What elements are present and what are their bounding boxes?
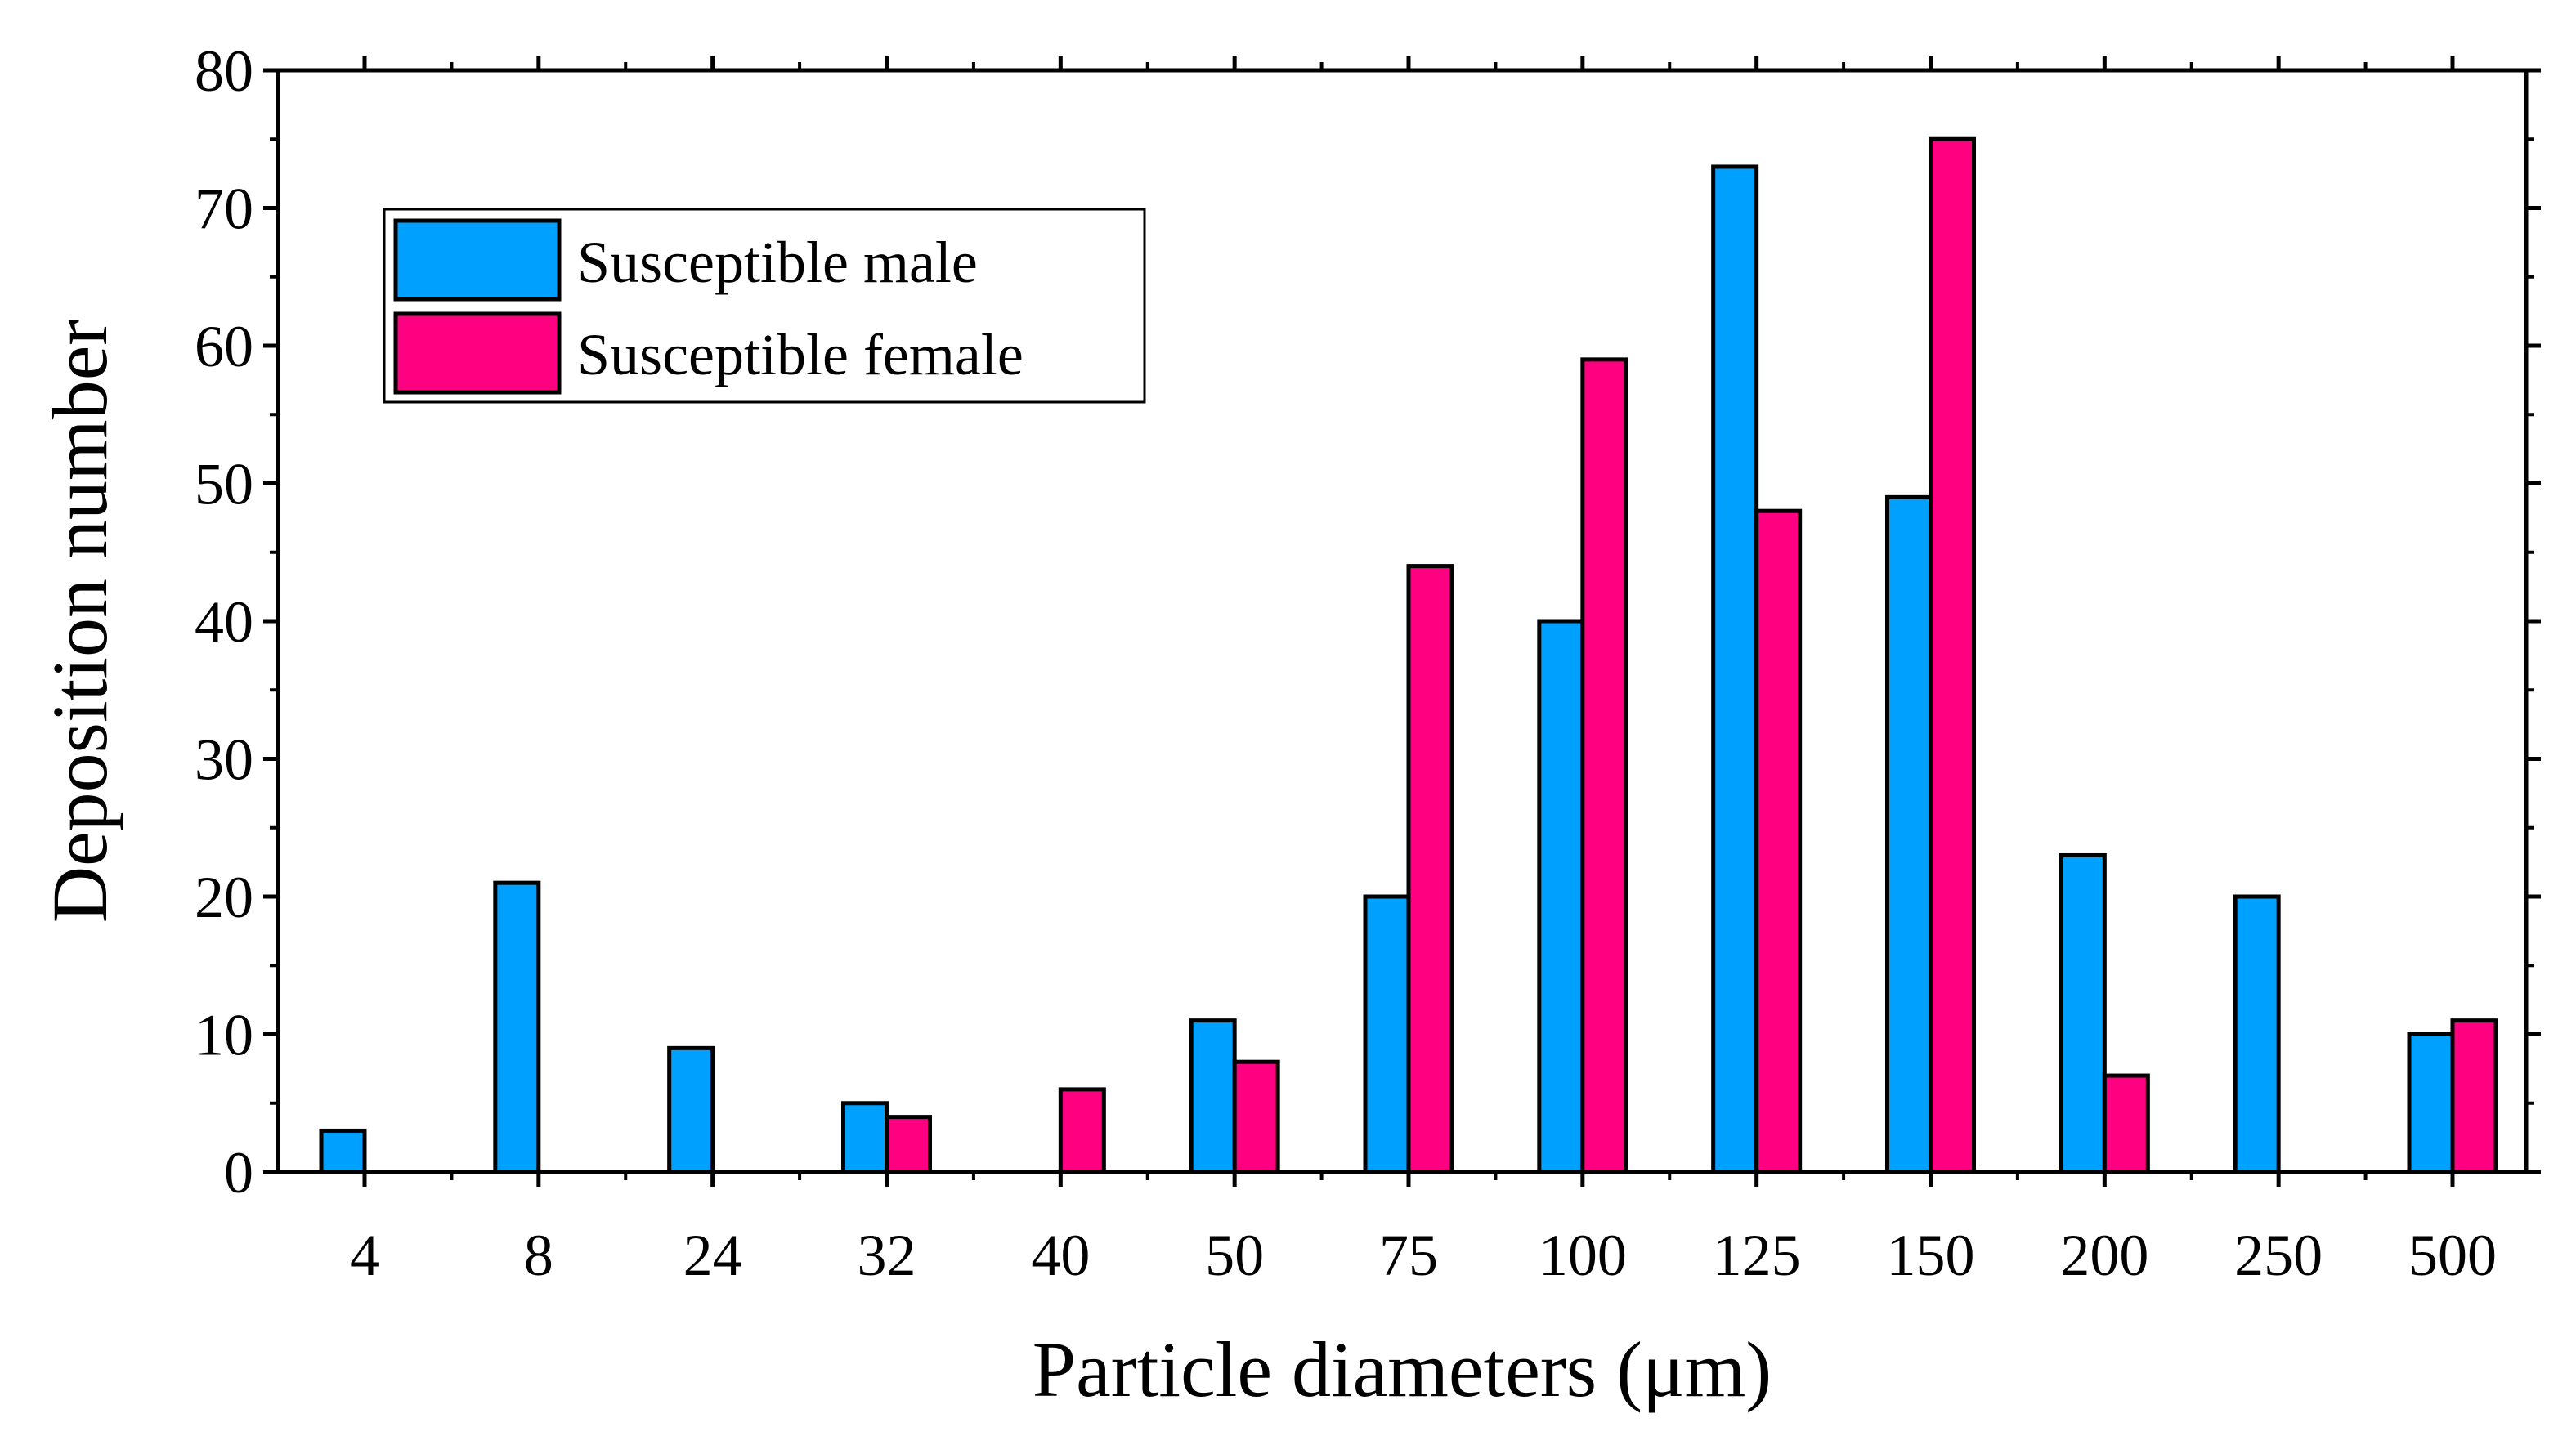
y-axis-title: Deposition number <box>36 320 123 924</box>
x-tick-label-250: 250 <box>2234 1223 2323 1288</box>
x-tick-label-100: 100 <box>1539 1223 1627 1288</box>
bar-male-200 <box>2059 852 2107 1174</box>
x-tick-label-40: 40 <box>1031 1223 1090 1288</box>
y-tick-label-30: 30 <box>195 727 253 793</box>
x-tick-label-75: 75 <box>1379 1223 1438 1288</box>
bar-female-75 <box>1406 564 1454 1174</box>
x-tick-labels: 4 8 24 32 40 50 75 100 125 150 200 250 500 <box>350 1223 2497 1288</box>
bar-female-100 <box>1580 357 1628 1174</box>
bar-female-150 <box>1929 136 1976 1174</box>
x-tick-label-200: 200 <box>2060 1223 2148 1288</box>
y-tick-label-50: 50 <box>195 452 253 517</box>
x-tick-label-500: 500 <box>2408 1223 2497 1288</box>
x-tick-label-125: 125 <box>1713 1223 1801 1288</box>
x-axis-title: Particle diameters (μm) <box>1033 1326 1772 1413</box>
x-tick-label-32: 32 <box>858 1223 916 1288</box>
bar-male-100 <box>1537 619 1585 1174</box>
bar-male-150 <box>1885 494 1933 1174</box>
legend-label-female: Susceptible female <box>577 322 1024 387</box>
bar-male-4 <box>319 1128 367 1174</box>
bar-female-50 <box>1232 1059 1280 1174</box>
bar-male-50 <box>1189 1018 1237 1174</box>
y-tick-label-80: 80 <box>195 38 253 104</box>
legend: Susceptible male Susceptible female <box>383 208 1146 404</box>
ticks-group <box>263 56 2541 1187</box>
x-tick-label-24: 24 <box>683 1223 742 1288</box>
bar-female-32 <box>885 1115 932 1174</box>
legend-swatch-male <box>393 218 562 302</box>
x-tick-label-50: 50 <box>1205 1223 1264 1288</box>
x-tick-label-4: 4 <box>350 1223 379 1288</box>
x-tick-label-150: 150 <box>1887 1223 1975 1288</box>
y-tick-label-20: 20 <box>195 865 253 930</box>
y-tick-label-0: 0 <box>224 1140 253 1206</box>
plot-frame <box>276 68 2529 1174</box>
bar-female-125 <box>1754 508 1803 1174</box>
bar-male-75 <box>1363 894 1411 1174</box>
bar-female-40 <box>1058 1087 1106 1174</box>
y-tick-label-40: 40 <box>195 589 253 655</box>
y-tick-label-60: 60 <box>195 314 253 379</box>
legend-label-male: Susceptible male <box>577 230 978 295</box>
y-tick-labels: 0 10 20 30 40 50 60 70 80 <box>195 38 253 1206</box>
legend-swatch-female <box>393 311 562 395</box>
y-tick-label-70: 70 <box>195 177 253 242</box>
y-tick-label-10: 10 <box>195 1003 253 1068</box>
x-tick-label-8: 8 <box>524 1223 553 1288</box>
bar-male-8 <box>493 880 541 1174</box>
bar-male-32 <box>841 1101 889 1174</box>
bar-male-24 <box>667 1045 715 1174</box>
bar-female-200 <box>2102 1073 2150 1174</box>
bar-male-500 <box>2407 1032 2455 1174</box>
bar-male-250 <box>2233 894 2281 1174</box>
bar-female-500 <box>2450 1018 2498 1174</box>
bar-male-125 <box>1711 164 1759 1174</box>
